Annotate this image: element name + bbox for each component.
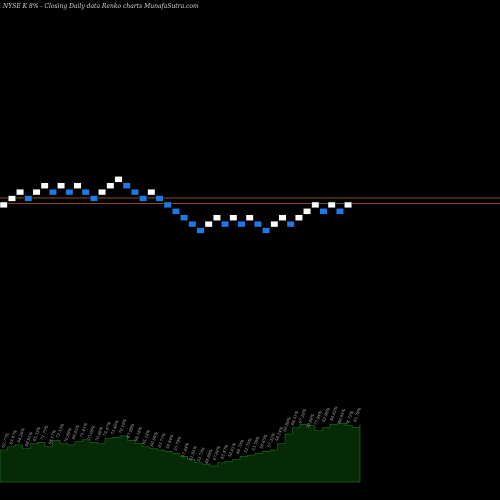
renko-brick-19: [155, 195, 164, 202]
renko-brick-0: [0, 201, 8, 209]
volume-label-21: 58.84%: [165, 433, 175, 449]
renko-brick-20: [163, 201, 172, 209]
renko-brick-15: [122, 182, 131, 189]
renko-brick-27: [221, 220, 229, 228]
volume-labels: 62.77%63.97%64.26%66.91%65.33%71.75%68.1…: [0, 405, 362, 465]
volume-label-20: 63.77%: [157, 432, 167, 448]
volume-label-32: 53.78%: [251, 435, 261, 451]
renko-bricks: [0, 176, 352, 234]
volume-label-26: 49.89%: [203, 448, 213, 465]
renko-brick-23: [188, 220, 197, 228]
renko-brick-30: [245, 214, 254, 221]
volume-label-17: 68.58%: [133, 426, 143, 442]
renko-brick-2: [16, 188, 24, 196]
renko-brick-11: [89, 195, 98, 202]
renko-brick-7: [57, 182, 66, 189]
volume-label-8: 70.89%: [63, 427, 73, 443]
renko-brick-4: [32, 188, 41, 196]
volume-label-33: 56.45%: [258, 433, 268, 449]
volume-label-0: 62.77%: [0, 432, 10, 448]
volume-label-10: 71.45%: [78, 422, 88, 438]
reference-lines: [0, 197, 500, 204]
volume-label-27: 47.60%: [211, 445, 221, 462]
renko-brick-32: [262, 227, 270, 234]
renko-brick-24: [196, 227, 205, 234]
volume-label-13: 75.47%: [102, 421, 112, 437]
renko-brick-34: [278, 214, 287, 221]
renko-brick-29: [237, 220, 246, 228]
volume-label-9: 69.83%: [71, 424, 81, 440]
volume-label-40: 77.94%: [313, 410, 323, 426]
volume-label-29: 50.81%: [227, 442, 237, 458]
volume-label-41: 82.96%: [321, 407, 331, 423]
renko-brick-8: [65, 188, 74, 196]
volume-panel: [0, 422, 361, 483]
renko-brick-14: [114, 176, 123, 183]
volume-label-45: 81.78%: [352, 407, 362, 423]
volume-label-28: 43.47%: [219, 444, 229, 461]
volume-label-1: 63.97%: [8, 429, 18, 445]
volume-label-16: 67.99%: [125, 423, 135, 439]
volume-label-30: 48.70%: [235, 439, 245, 456]
volume-label-23: 57.84%: [180, 442, 190, 458]
renko-brick-3: [24, 195, 33, 202]
renko-brick-21: [171, 208, 180, 215]
renko-brick-41: [336, 208, 344, 215]
renko-brick-31: [253, 220, 262, 228]
renko-brick-39: [319, 208, 328, 215]
volume-label-42: 84.62%: [329, 405, 339, 421]
renko-brick-26: [212, 214, 221, 221]
volume-label-43: 80.95%: [337, 408, 347, 424]
renko-brick-38: [311, 201, 320, 209]
volume-label-5: 71.75%: [39, 424, 49, 440]
renko-brick-16: [130, 188, 139, 196]
renko-brick-5: [40, 182, 49, 189]
renko-brick-42: [344, 201, 352, 209]
renko-brick-12: [98, 188, 107, 196]
renko-brick-17: [139, 195, 147, 202]
volume-label-35: 59.14%: [274, 426, 284, 442]
volume-label-44: 78.72%: [344, 410, 354, 426]
renko-brick-40: [327, 201, 336, 209]
volume-label-14: 73.46%: [110, 419, 120, 435]
volume-label-36: 60.80%: [282, 416, 292, 432]
volume-label-31: 52.75%: [243, 437, 253, 453]
volume-label-12: 70.86%: [94, 426, 104, 442]
volume-area: [0, 422, 361, 483]
volume-label-11: 73.08%: [86, 424, 96, 440]
renko-brick-6: [49, 188, 57, 196]
renko-brick-25: [204, 220, 213, 228]
volume-label-37: 64.51%: [290, 410, 300, 426]
renko-brick-22: [180, 214, 188, 221]
renko-brick-9: [73, 182, 82, 189]
volume-label-7: 72.53%: [55, 423, 65, 439]
renko-brick-37: [303, 208, 311, 215]
volume-label-18: 65.18%: [141, 429, 151, 445]
volume-label-25: 53.73%: [196, 446, 206, 462]
renko-brick-33: [270, 220, 279, 228]
chart-header: NYSE K 8% - Closing Daily data Renko cha…: [3, 3, 199, 10]
renko-brick-13: [106, 182, 115, 189]
volume-label-15: 70.19%: [118, 418, 128, 434]
volume-label-2: 64.26%: [16, 427, 26, 443]
volume-label-6: 68.17%: [47, 429, 57, 445]
volume-label-4: 65.33%: [32, 426, 42, 442]
renko-brick-18: [147, 188, 156, 196]
renko-brick-36: [295, 214, 303, 221]
volume-label-19: 60.68%: [149, 431, 159, 447]
renko-brick-35: [286, 220, 295, 228]
renko-brick-10: [81, 188, 90, 196]
renko-brick-28: [229, 214, 238, 221]
renko-brick-1: [7, 195, 16, 202]
volume-label-34: 57.32%: [266, 432, 276, 448]
volume-label-39: 70.88%: [305, 413, 315, 429]
volume-label-3: 66.91%: [24, 431, 34, 447]
volume-label-38: 67.20%: [297, 408, 307, 424]
volume-label-24: 51.85%: [188, 445, 198, 461]
volume-label-22: 55.79%: [172, 435, 182, 451]
